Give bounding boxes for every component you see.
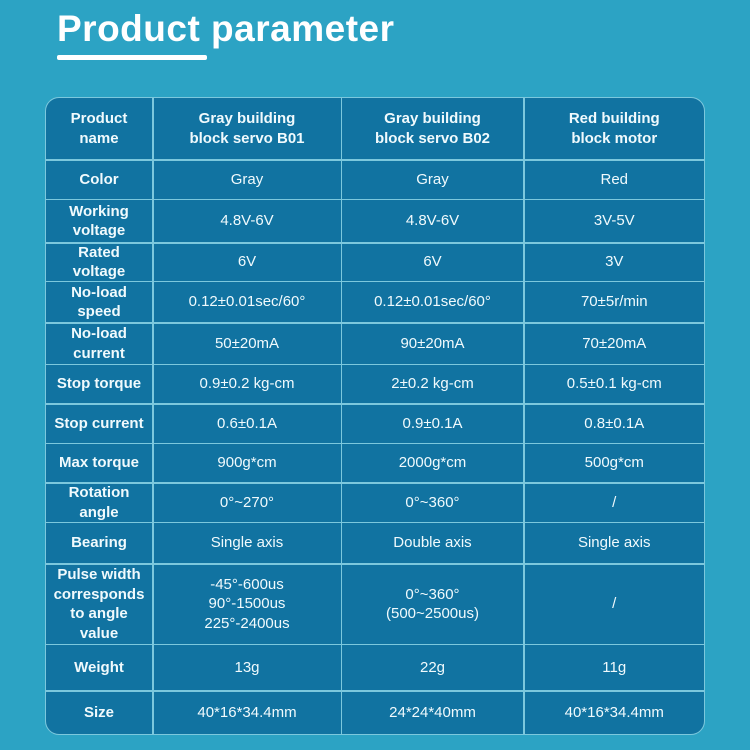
row-label-weight: Weight xyxy=(46,645,152,690)
cell-no-load-current-b02: 90±20mA xyxy=(342,323,523,364)
cell-no-load-speed-b02: 0.12±0.01sec/60° xyxy=(342,282,523,322)
cell-working-voltage-motor: 3V-5V xyxy=(524,200,704,242)
row-label-stop-current: Stop current xyxy=(46,404,152,443)
header-servo-b01: Gray building block servo B01 xyxy=(153,98,341,159)
cell-size-b01: 40*16*34.4mm xyxy=(153,691,341,734)
row-label-working-voltage: Working voltage xyxy=(46,200,152,242)
page-title: Product parameter xyxy=(57,8,395,49)
cell-no-load-current-b01: 50±20mA xyxy=(153,323,341,364)
header-product-name: Product name xyxy=(46,98,152,159)
header-servo-b02: Gray building block servo B02 xyxy=(342,98,523,159)
cell-weight-b02: 22g xyxy=(342,645,523,690)
cell-stop-torque-motor: 0.5±0.1 kg-cm xyxy=(524,365,704,403)
cell-pulse-width-motor: / xyxy=(524,564,704,644)
cell-no-load-speed-b01: 0.12±0.01sec/60° xyxy=(153,282,341,322)
row-label-rotation-angle: Rotation angle xyxy=(46,483,152,522)
cell-stop-torque-b02: 2±0.2 kg-cm xyxy=(342,365,523,403)
page-header: Product parameter xyxy=(57,8,395,60)
cell-max-torque-b02: 2000g*cm xyxy=(342,444,523,482)
header-motor: Red building block motor xyxy=(524,98,704,159)
cell-max-torque-motor: 500g*cm xyxy=(524,444,704,482)
row-label-no-load-current: No-load current xyxy=(46,323,152,364)
cell-rotation-angle-b01: 0°~270° xyxy=(153,483,341,522)
cell-no-load-current-motor: 70±20mA xyxy=(524,323,704,364)
cell-pulse-width-b02: 0°~360° (500~2500us) xyxy=(342,564,523,644)
cell-no-load-speed-motor: 70±5r/min xyxy=(524,282,704,322)
cell-rated-voltage-b01: 6V xyxy=(153,243,341,281)
cell-color-motor: Red xyxy=(524,160,704,199)
row-label-max-torque: Max torque xyxy=(46,444,152,482)
cell-rated-voltage-b02: 6V xyxy=(342,243,523,281)
title-underline xyxy=(57,55,207,60)
row-label-color: Color xyxy=(46,160,152,199)
cell-size-motor: 40*16*34.4mm xyxy=(524,691,704,734)
cell-bearing-b01: Single axis xyxy=(153,523,341,563)
row-label-no-load-speed: No-load speed xyxy=(46,282,152,322)
cell-bearing-b02: Double axis xyxy=(342,523,523,563)
cell-pulse-width-b01: -45°-600us 90°-1500us 225°-2400us xyxy=(153,564,341,644)
row-label-bearing: Bearing xyxy=(46,523,152,563)
cell-stop-current-b01: 0.6±0.1A xyxy=(153,404,341,443)
cell-stop-torque-b01: 0.9±0.2 kg-cm xyxy=(153,365,341,403)
cell-max-torque-b01: 900g*cm xyxy=(153,444,341,482)
cell-color-b01: Gray xyxy=(153,160,341,199)
row-label-size: Size xyxy=(46,691,152,734)
cell-weight-motor: 11g xyxy=(524,645,704,690)
cell-rotation-angle-motor: / xyxy=(524,483,704,522)
cell-stop-current-b02: 0.9±0.1A xyxy=(342,404,523,443)
cell-stop-current-motor: 0.8±0.1A xyxy=(524,404,704,443)
cell-weight-b01: 13g xyxy=(153,645,341,690)
cell-color-b02: Gray xyxy=(342,160,523,199)
row-label-pulse-width: Pulse width corresponds to angle value xyxy=(46,564,152,644)
row-label-rated-voltage: Rated voltage xyxy=(46,243,152,281)
cell-bearing-motor: Single axis xyxy=(524,523,704,563)
cell-working-voltage-b02: 4.8V-6V xyxy=(342,200,523,242)
cell-rated-voltage-motor: 3V xyxy=(524,243,704,281)
parameter-table: Product name Gray building block servo B… xyxy=(45,97,705,735)
cell-rotation-angle-b02: 0°~360° xyxy=(342,483,523,522)
cell-working-voltage-b01: 4.8V-6V xyxy=(153,200,341,242)
cell-size-b02: 24*24*40mm xyxy=(342,691,523,734)
row-label-stop-torque: Stop torque xyxy=(46,365,152,403)
